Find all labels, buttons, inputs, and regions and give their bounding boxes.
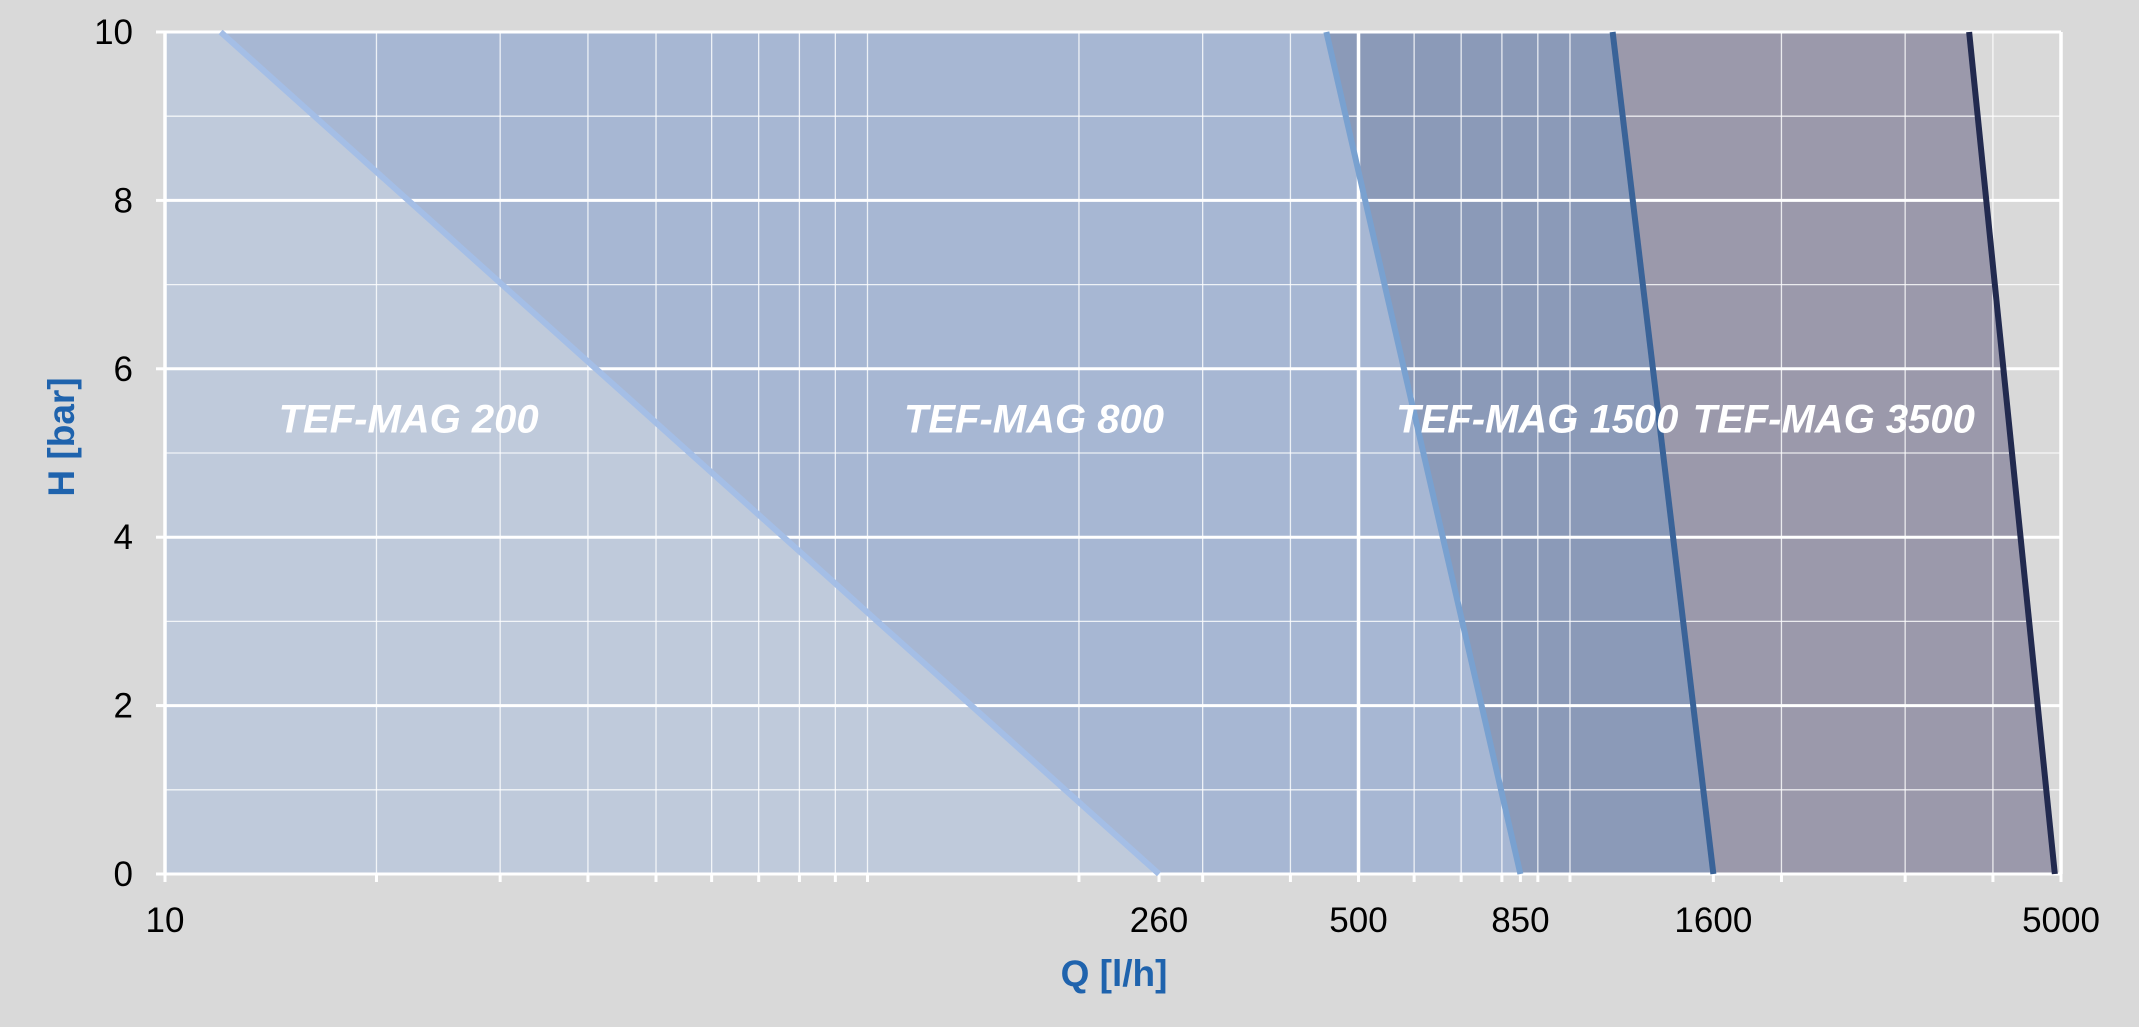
x-tick-label: 500	[1329, 901, 1387, 940]
series-label: TEF-MAG 800	[904, 397, 1164, 441]
series-label: TEF-MAG 200	[279, 397, 539, 441]
series-line-3	[1323, 31, 1524, 875]
series-line-2	[1609, 31, 1717, 875]
series-line-4	[218, 29, 1162, 877]
x-tick-label: 5000	[2022, 901, 2100, 940]
x-tick-label: 10	[146, 901, 185, 940]
y-tick-label: 6	[114, 350, 133, 389]
series-line-1	[1966, 31, 2058, 875]
x-tick-label: 1600	[1674, 901, 1752, 940]
y-tick-label: 2	[114, 687, 133, 726]
y-tick-label: 4	[114, 518, 133, 557]
x-axis-title: Q [l/h]	[1061, 953, 1168, 994]
series-lines	[218, 29, 2058, 877]
y-tick-label: 0	[114, 855, 133, 894]
gridlines	[156, 30, 2063, 882]
series-label: TEF-MAG 3500	[1693, 397, 1975, 441]
x-tick-label: 850	[1491, 901, 1549, 940]
x-tick-label: 260	[1130, 901, 1188, 940]
series-label: TEF-MAG 1500	[1396, 397, 1678, 441]
y-axis-title: H [bar]	[41, 377, 82, 496]
y-tick-label: 8	[114, 181, 133, 220]
tick-labels: 10 260 500 850 1600 5000 0 2 4 6 8 10	[94, 13, 2100, 940]
series-labels: TEF-MAG 200 TEF-MAG 800 TEF-MAG 1500 TEF-MA…	[279, 397, 1975, 441]
y-tick-label: 10	[94, 13, 133, 52]
